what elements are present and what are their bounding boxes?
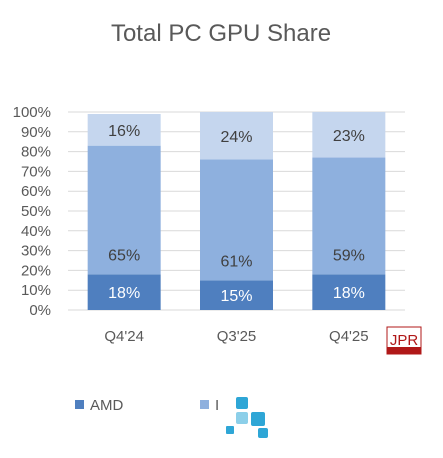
- bar-segment: [87, 274, 161, 310]
- watermark-mark-2: [251, 412, 265, 426]
- y-tick-label: 70%: [21, 163, 51, 180]
- y-axis-ticks: 0% 10% 20% 30% 40% 50% 60% 70% 80% 90% 100%: [13, 104, 51, 319]
- data-label-layer: 18% 65% 16% 15% 61% 24% 18% 59% 23%: [108, 123, 365, 305]
- y-tick-label: 0%: [29, 302, 51, 319]
- bar-segment: [312, 274, 386, 310]
- y-tick-label: 40%: [21, 223, 51, 240]
- chart-title: Total PC GPU Share: [111, 20, 331, 47]
- watermark: [226, 397, 268, 438]
- jpr-logo-text: JPR: [390, 332, 419, 349]
- jpr-logo: JPR: [386, 326, 422, 355]
- bar-segment: [200, 112, 273, 160]
- y-tick-label: 60%: [21, 183, 51, 200]
- legend-label: I: [215, 397, 219, 414]
- y-tick-label: 90%: [21, 124, 51, 141]
- bar-segment: [200, 159, 273, 281]
- bar-segment: [87, 113, 161, 146]
- bar-segment: [200, 280, 273, 310]
- data-label: 16%: [108, 123, 140, 140]
- data-label: 18%: [108, 285, 140, 302]
- watermark-mark-5: [226, 426, 234, 434]
- x-axis-ticks: Q4'24 Q3'25 Q4'25: [104, 328, 368, 345]
- watermark-mark-1: [236, 397, 248, 409]
- data-label: 61%: [220, 253, 252, 270]
- legend-swatch: [75, 400, 84, 409]
- x-tick-label: Q4'25: [329, 328, 369, 345]
- bar-segment: [312, 112, 386, 158]
- data-label: 15%: [220, 288, 252, 305]
- legend: AMD I: [75, 397, 219, 414]
- jpr-logo-subbar: [387, 347, 421, 354]
- bar-layer: [87, 112, 386, 310]
- x-tick-label: Q4'24: [104, 328, 144, 345]
- data-label: 23%: [333, 128, 365, 145]
- bar-segment: [312, 157, 386, 275]
- watermark-mark-3: [236, 412, 248, 424]
- y-tick-label: 30%: [21, 243, 51, 260]
- data-label: 59%: [333, 247, 365, 264]
- watermark-mark-4: [258, 428, 268, 438]
- y-tick-label: 20%: [21, 262, 51, 279]
- data-label: 18%: [333, 285, 365, 302]
- legend-swatch: [200, 400, 209, 409]
- y-tick-label: 50%: [21, 203, 51, 220]
- y-tick-label: 80%: [21, 144, 51, 161]
- data-label: 24%: [220, 129, 252, 146]
- y-tick-label: 100%: [13, 104, 51, 121]
- x-tick-label: Q3'25: [217, 328, 257, 345]
- bar-segment: [87, 145, 161, 275]
- y-tick-label: 10%: [21, 282, 51, 299]
- data-label: 65%: [108, 247, 140, 264]
- legend-label: AMD: [90, 397, 124, 414]
